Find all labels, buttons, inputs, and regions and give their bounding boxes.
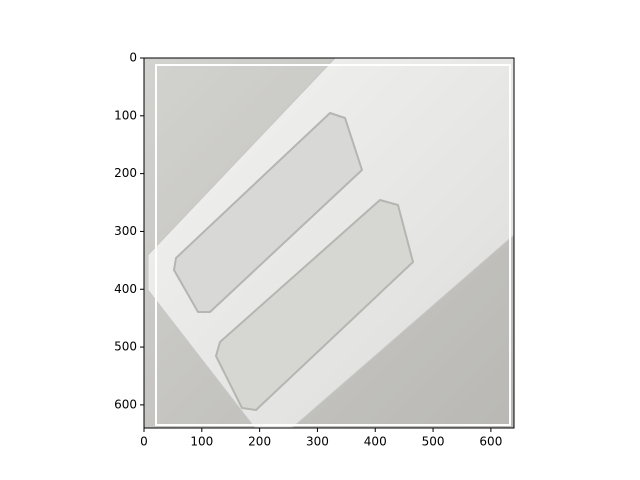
y-tick-label: 200	[114, 166, 137, 180]
x-tick-label: 200	[248, 435, 271, 449]
y-tick-label: 500	[114, 340, 137, 354]
y-tick-label: 300	[114, 224, 137, 238]
image-border	[155, 64, 511, 426]
y-tick-label: 0	[129, 51, 137, 65]
x-tick-label: 0	[140, 435, 148, 449]
y-tick-label: 600	[114, 397, 137, 411]
x-tick-label: 500	[422, 435, 445, 449]
window	[173, 112, 363, 313]
x-tick-label: 400	[364, 435, 387, 449]
x-tick-label: 100	[190, 435, 213, 449]
window	[215, 199, 414, 411]
x-tick-label: 600	[479, 435, 502, 449]
photo	[144, 58, 514, 428]
y-tick-label: 400	[114, 282, 137, 296]
x-tick-label: 300	[306, 435, 329, 449]
axes-frame	[143, 57, 515, 429]
y-tick-label: 100	[114, 108, 137, 122]
